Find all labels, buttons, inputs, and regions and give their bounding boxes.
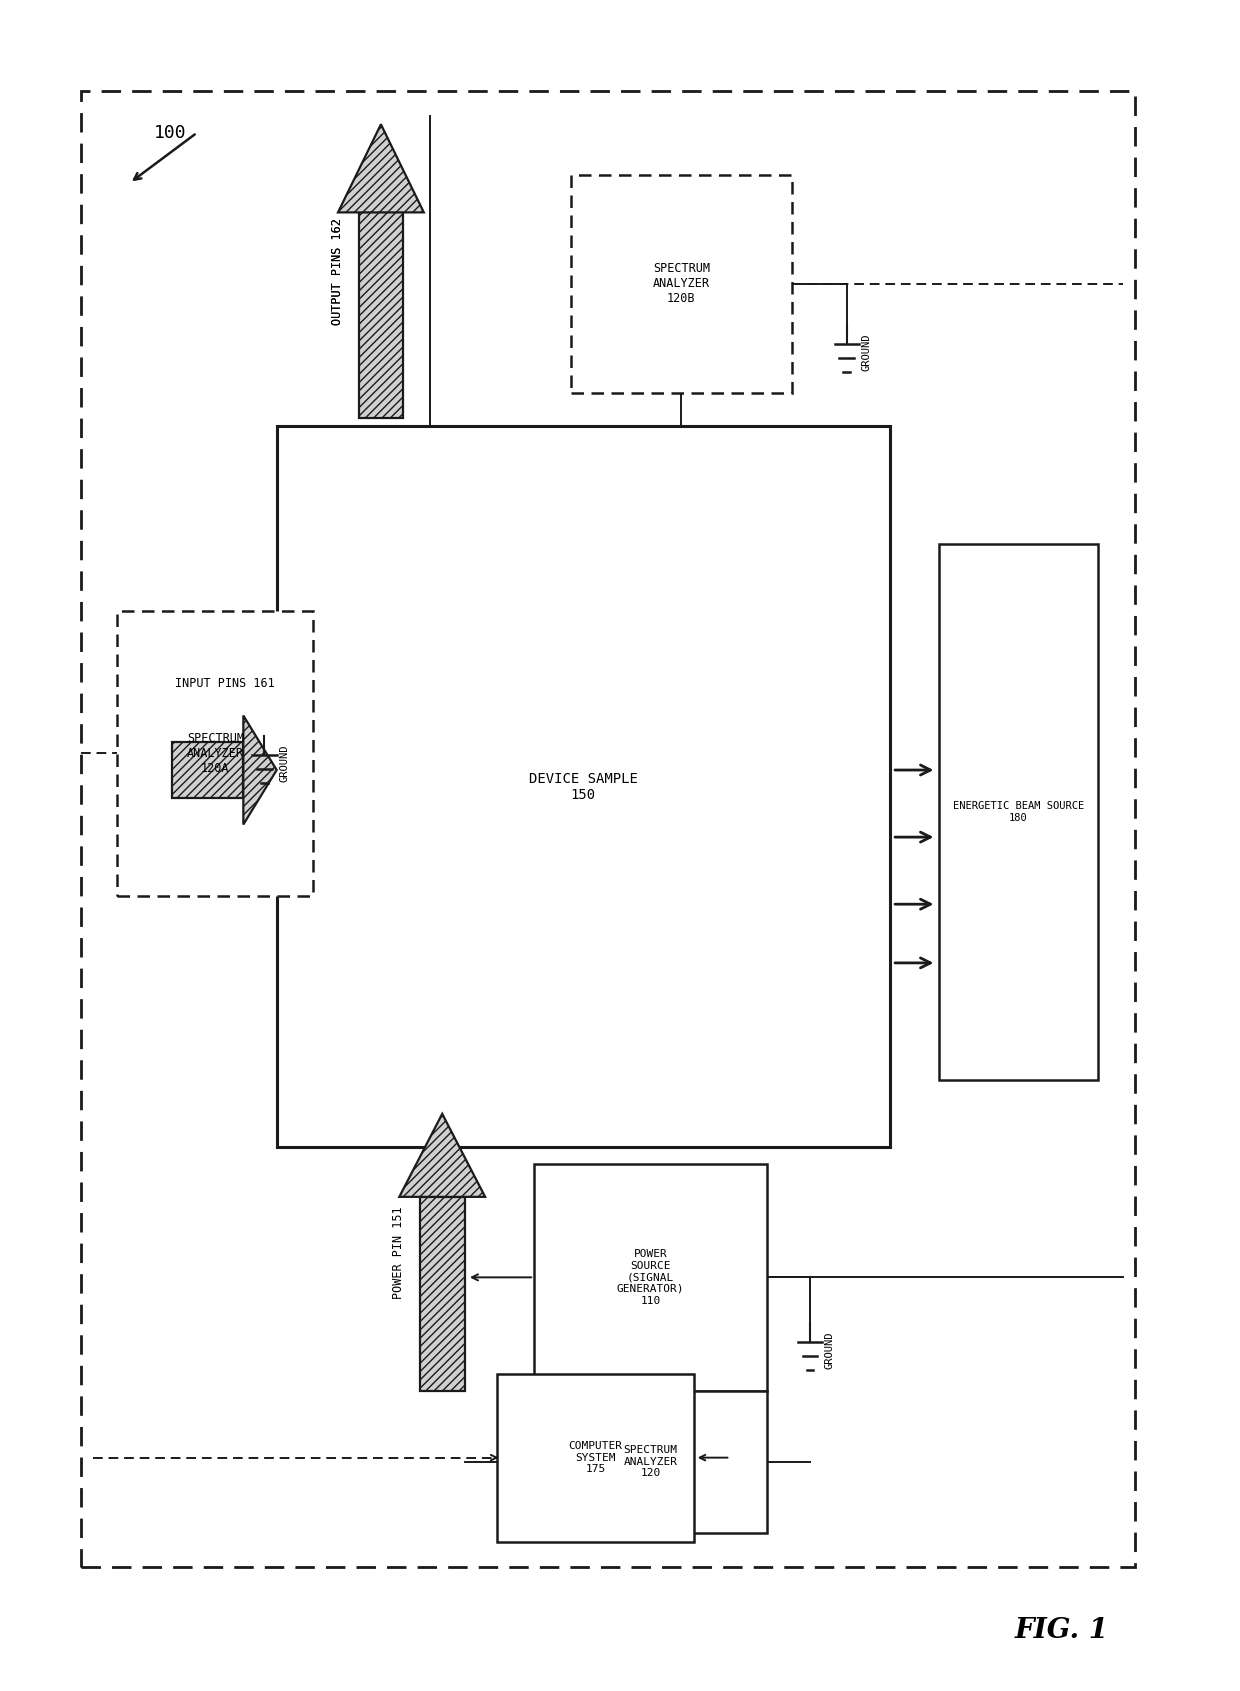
Text: POWER PIN 151: POWER PIN 151: [392, 1206, 405, 1299]
Text: POWER
SOURCE
(SIGNAL
GENERATOR)
110: POWER SOURCE (SIGNAL GENERATOR) 110: [618, 1250, 684, 1305]
Bar: [570, 174, 791, 392]
Text: ENERGETIC BEAM SOURCE
180: ENERGETIC BEAM SOURCE 180: [952, 802, 1084, 824]
Bar: [277, 426, 890, 1148]
Text: 100: 100: [154, 123, 187, 142]
Polygon shape: [358, 213, 403, 418]
Text: OUTPUT PINS 162: OUTPUT PINS 162: [331, 218, 343, 325]
Text: FIG. 1: FIG. 1: [1014, 1617, 1109, 1644]
Bar: [534, 1163, 768, 1390]
Text: OUTPUT PINS 162: OUTPUT PINS 162: [331, 218, 343, 325]
Text: GROUND: GROUND: [862, 335, 872, 372]
Text: SPECTRUM
ANALYZER
120B: SPECTRUM ANALYZER 120B: [652, 262, 709, 304]
Polygon shape: [339, 125, 424, 213]
Text: DEVICE SAMPLE
150: DEVICE SAMPLE 150: [528, 771, 637, 802]
Bar: [497, 1373, 693, 1542]
Text: COMPUTER
SYSTEM
175: COMPUTER SYSTEM 175: [568, 1441, 622, 1475]
Bar: [81, 91, 1135, 1566]
Text: SPECTRUM
ANALYZER
120: SPECTRUM ANALYZER 120: [624, 1446, 677, 1478]
Polygon shape: [399, 1114, 485, 1197]
Bar: [534, 1390, 768, 1534]
Text: GROUND: GROUND: [279, 744, 289, 783]
Polygon shape: [420, 1197, 465, 1390]
Polygon shape: [243, 715, 277, 825]
Bar: [118, 610, 314, 896]
Bar: [939, 543, 1099, 1081]
Polygon shape: [172, 742, 243, 798]
Text: INPUT PINS 161: INPUT PINS 161: [175, 678, 274, 690]
Text: GROUND: GROUND: [825, 1333, 835, 1370]
Text: SPECTRUM
ANALYZER
120A: SPECTRUM ANALYZER 120A: [187, 732, 244, 774]
